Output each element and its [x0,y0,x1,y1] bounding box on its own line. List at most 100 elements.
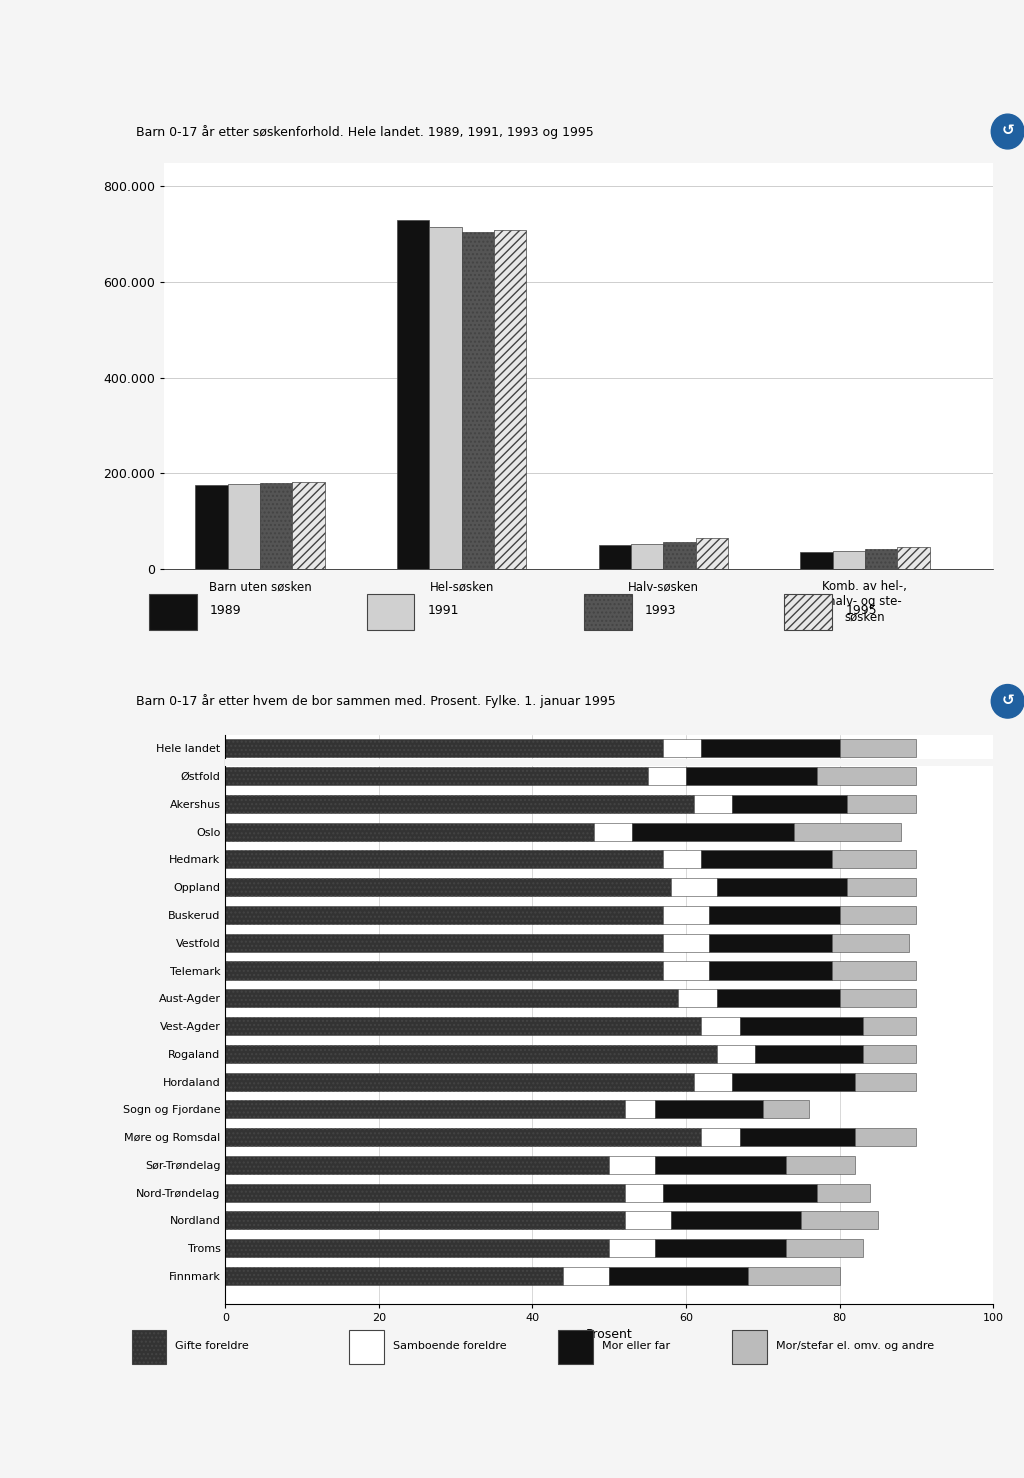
Bar [397,220,429,569]
Bar [462,232,494,569]
Bar [717,878,847,896]
Bar [786,1156,855,1174]
Bar [855,1073,916,1091]
Bar [655,1156,786,1174]
Bar [678,989,717,1008]
Bar [671,1212,801,1230]
Circle shape [991,114,1024,149]
Bar [225,850,664,869]
Bar [847,795,916,813]
Bar [694,795,732,813]
Bar [862,1045,916,1063]
Bar [855,1128,916,1145]
Bar [831,850,916,869]
Bar [647,767,686,785]
Bar [840,989,916,1008]
Text: ↺: ↺ [1001,123,1014,139]
Bar [631,544,664,569]
Bar [701,1128,739,1145]
Bar [609,1239,655,1258]
Bar [897,547,930,569]
Bar [632,823,794,841]
Bar [732,1073,855,1091]
Bar [694,1073,732,1091]
Bar [225,989,678,1008]
Bar [717,1045,755,1063]
Bar [225,878,671,896]
Bar [664,962,709,980]
FancyBboxPatch shape [150,594,197,630]
FancyBboxPatch shape [584,594,632,630]
Bar [709,934,831,952]
FancyBboxPatch shape [732,1330,767,1364]
Bar [671,878,717,896]
Bar [292,482,325,569]
Bar [225,1017,701,1035]
Bar [225,1128,701,1145]
Bar [801,1212,878,1230]
Text: 1991: 1991 [428,605,459,616]
Text: Samboende foreldre: Samboende foreldre [393,1341,506,1351]
Text: Barn 0-17 år etter søskenforhold. Hele landet. 1989, 1991, 1993 og 1995: Barn 0-17 år etter søskenforhold. Hele l… [136,124,594,139]
Bar [763,1100,809,1119]
Bar [664,934,709,952]
Text: Barn 0-17 år etter hvem de bor sammen med. Prosent. Fylke. 1. januar 1995: Barn 0-17 år etter hvem de bor sammen me… [136,695,615,708]
X-axis label: Prosent: Prosent [586,1329,633,1341]
Bar [599,545,631,569]
Bar [847,878,916,896]
FancyBboxPatch shape [349,1330,384,1364]
FancyBboxPatch shape [131,1330,166,1364]
Bar [817,767,916,785]
Text: ↺: ↺ [1001,693,1014,708]
Bar [664,1184,817,1202]
Bar [225,1156,609,1174]
Bar [609,1156,655,1174]
Bar [494,229,526,569]
Bar [225,739,664,757]
Bar [625,1100,655,1119]
Circle shape [991,684,1024,718]
Text: 1993: 1993 [645,605,677,616]
Bar [225,1239,609,1258]
Bar [701,1017,739,1035]
Bar [865,548,897,569]
FancyBboxPatch shape [367,594,415,630]
Bar [840,739,916,757]
Bar [225,1045,717,1063]
Bar [701,850,831,869]
Bar [225,1073,694,1091]
Bar [817,1184,870,1202]
Bar [225,906,664,924]
Bar [594,823,632,841]
Bar [709,906,840,924]
Bar [701,739,840,757]
Bar [225,1212,625,1230]
Bar [655,1100,763,1119]
Bar [225,962,664,980]
Bar [196,485,227,569]
Text: 1995: 1995 [846,605,877,616]
Bar [786,1239,862,1258]
Bar [739,1128,855,1145]
Text: 1989: 1989 [210,605,242,616]
Bar [732,795,847,813]
Bar [563,1267,609,1284]
Bar [625,1184,664,1202]
Bar [260,483,292,569]
Bar [748,1267,840,1284]
Bar [831,962,916,980]
Bar [225,934,664,952]
Bar [225,767,647,785]
Bar [833,551,865,569]
Bar [429,228,462,569]
Bar [831,934,909,952]
Bar [609,1267,748,1284]
Bar [227,483,260,569]
Bar [655,1239,786,1258]
Bar [739,1017,862,1035]
Bar [755,1045,862,1063]
Bar [664,850,701,869]
Bar [794,823,901,841]
Bar [664,906,709,924]
Bar [664,739,701,757]
